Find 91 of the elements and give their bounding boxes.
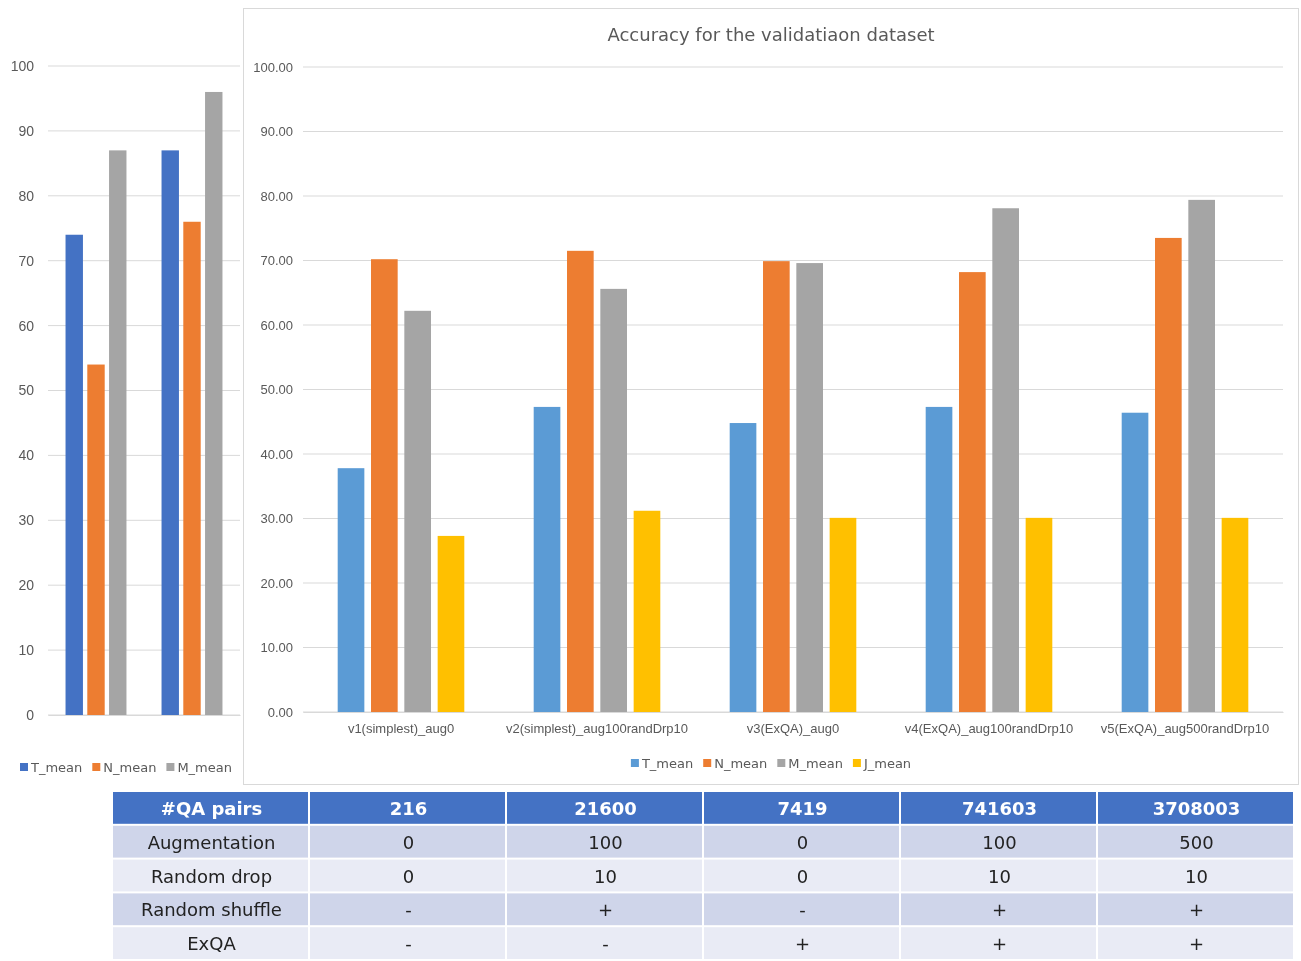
y-tick-label: 100: [10, 57, 35, 74]
y-tick-label: 30: [18, 512, 35, 529]
x-tick-label: v4(ExQA)_aug100randDrp10: [904, 721, 1074, 737]
chart-title: Accuracy for the validatiaon dataset: [607, 24, 935, 45]
bar: [404, 310, 431, 712]
y-tick-label: 0.00: [267, 704, 293, 720]
bar: [829, 517, 857, 712]
bar: [1188, 199, 1215, 712]
y-tick-label: 50: [18, 382, 35, 399]
text: 100: [588, 831, 623, 853]
text: 100: [982, 831, 1017, 853]
y-tick-label: 10.00: [260, 640, 293, 656]
bar: [161, 150, 179, 715]
text: 0: [402, 865, 415, 887]
y-tick-label: 60: [18, 317, 35, 334]
category-label: Random shuffle: [141, 899, 282, 921]
category-label: 216: [389, 797, 428, 819]
bar: [437, 535, 465, 712]
bar: [109, 150, 127, 715]
text: -: [405, 899, 412, 921]
text: 10: [594, 865, 617, 887]
y-tick-label: 20: [18, 577, 35, 594]
text: 10: [1185, 865, 1208, 887]
legend-label: T_mean: [640, 756, 694, 771]
bar: [729, 423, 757, 712]
y-tick-label: 80.00: [260, 188, 293, 204]
text: -: [602, 933, 609, 955]
bar: [1121, 412, 1149, 712]
text: 10: [988, 865, 1011, 887]
bar: [567, 250, 594, 712]
text: 0: [796, 865, 809, 887]
bar: [371, 259, 398, 712]
category-label: 741603: [961, 797, 1038, 819]
y-tick-label: 40.00: [260, 446, 293, 462]
text: -: [799, 899, 806, 921]
text: +: [991, 899, 1008, 921]
bar: [205, 91, 223, 715]
bar: [87, 364, 105, 715]
legend-label: N_mean: [714, 756, 768, 771]
y-tick-label: 70: [18, 252, 35, 269]
legend-label: M_mean: [788, 756, 843, 771]
y-tick-label: 40: [18, 447, 35, 464]
category-label: ExQA: [187, 933, 236, 955]
y-tick-label: 20.00: [260, 575, 293, 591]
x-tick-label: v5(ExQA)_aug500randDrp10: [1100, 721, 1270, 737]
bar: [183, 221, 201, 715]
text: +: [794, 933, 811, 955]
x-tick-label: v3(ExQA)_aug0: [746, 721, 840, 737]
bar: [1221, 517, 1249, 712]
y-tick-label: 70.00: [260, 253, 293, 269]
text: +: [991, 933, 1008, 955]
category-label: Augmentation: [147, 831, 276, 853]
text: 500: [1179, 831, 1214, 853]
bar: [1155, 237, 1182, 712]
text: +: [597, 899, 614, 921]
category-label: 21600: [574, 797, 637, 819]
bar: [633, 510, 661, 712]
y-tick-label: 90: [18, 122, 35, 139]
category-label: 3708003: [1152, 797, 1241, 819]
y-tick-label: 90.00: [260, 124, 293, 140]
y-tick-label: 80: [18, 187, 35, 204]
legend-label: N_mean: [103, 760, 157, 775]
bar: [925, 406, 953, 712]
bar: [533, 406, 561, 712]
category-label: 7419: [777, 797, 828, 819]
text: -: [405, 933, 412, 955]
legend-label: M_mean: [177, 760, 232, 775]
bar: [992, 208, 1019, 712]
bar: [1025, 517, 1053, 712]
x-tick-label: v2(simplest)_aug100randDrp10: [505, 721, 689, 737]
bar: [763, 261, 790, 712]
x-tick-label: v1(simplest)_aug0: [347, 721, 455, 737]
category-label: #QA pairs: [160, 797, 263, 819]
bar: [959, 272, 986, 712]
text: +: [1188, 933, 1205, 955]
legend-label: J_mean: [862, 756, 912, 771]
legend-label: T_mean: [30, 760, 83, 775]
text: 0: [796, 831, 809, 853]
bar: [337, 468, 365, 712]
y-tick-label: 10: [18, 642, 35, 659]
bar: [65, 234, 83, 715]
y-tick-label: 100.00: [253, 59, 293, 75]
y-tick-label: 30.00: [260, 511, 293, 527]
bar: [600, 288, 627, 712]
y-tick-label: 60.00: [260, 317, 293, 333]
y-tick-label: 50.00: [260, 382, 293, 398]
category-label: Random drop: [150, 865, 273, 887]
text: +: [1188, 899, 1205, 921]
bar: [796, 263, 823, 712]
y-tick-label: 0: [26, 706, 35, 723]
text: 0: [402, 831, 415, 853]
